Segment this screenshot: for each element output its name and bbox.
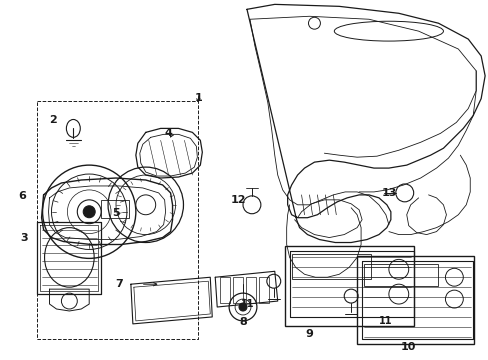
Bar: [245, 277, 255, 303]
Text: 1: 1: [194, 93, 202, 103]
Text: 12: 12: [230, 195, 245, 205]
Ellipse shape: [239, 303, 246, 311]
Text: 10: 10: [400, 342, 416, 352]
Bar: [291, 255, 370, 279]
Text: 11: 11: [241, 299, 254, 309]
Bar: [284, 247, 413, 326]
Text: 7: 7: [115, 279, 122, 289]
Text: 3: 3: [20, 233, 27, 243]
Text: 2: 2: [49, 116, 57, 126]
Bar: [258, 277, 268, 303]
Bar: [356, 256, 473, 344]
Text: 5: 5: [112, 208, 120, 218]
Ellipse shape: [136, 195, 155, 215]
Text: 4: 4: [164, 129, 172, 138]
Ellipse shape: [77, 200, 101, 224]
Text: 6: 6: [18, 191, 25, 201]
Bar: [233, 277, 243, 303]
Text: 13: 13: [381, 188, 396, 198]
Text: 8: 8: [239, 317, 246, 327]
Bar: [364, 264, 438, 286]
Text: 11: 11: [378, 316, 392, 326]
Bar: [220, 277, 230, 303]
Bar: [101, 200, 129, 218]
Text: 9: 9: [305, 329, 313, 339]
Ellipse shape: [83, 206, 95, 218]
